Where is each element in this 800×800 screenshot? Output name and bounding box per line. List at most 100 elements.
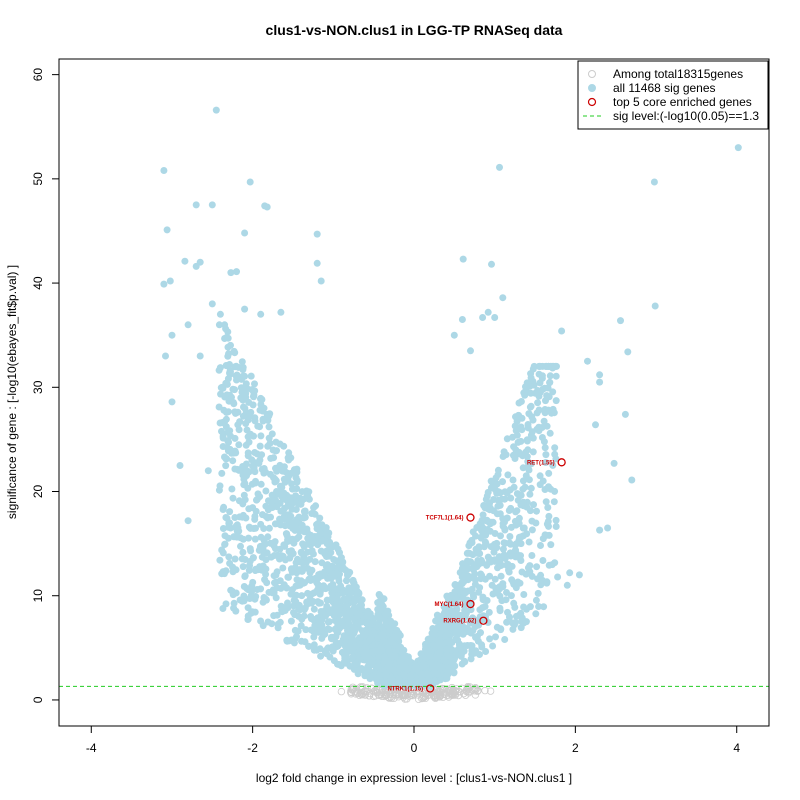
sig-point: [523, 437, 531, 445]
sig-point: [551, 444, 559, 452]
nonsig-point: [446, 686, 454, 695]
sig-point: [374, 664, 382, 671]
sig-point: [535, 603, 543, 610]
sig-point: [507, 494, 515, 502]
sig-point: [320, 548, 328, 556]
x-tick-label: -2: [247, 741, 258, 755]
sig-point: [487, 557, 495, 565]
sig-point: [488, 581, 496, 589]
sig-point: [284, 573, 292, 581]
sig-point: [520, 591, 528, 598]
sig-point: [300, 612, 308, 620]
sig-point: [361, 672, 369, 680]
sig-point: [506, 533, 514, 540]
sig-point: [462, 589, 470, 597]
nonsig-point: [419, 694, 427, 702]
sig-point: [332, 557, 340, 565]
sig-point: [542, 498, 550, 506]
sig-point: [238, 555, 246, 563]
sig-point: [534, 575, 541, 583]
sig-point: [459, 255, 467, 263]
sig-point: [499, 478, 506, 486]
sig-point: [228, 485, 236, 493]
sig-point: [232, 409, 239, 417]
nonsig-point: [353, 689, 362, 698]
sig-point: [342, 602, 350, 610]
sig-point: [234, 363, 242, 371]
sig-point: [457, 645, 465, 653]
sig-point: [526, 507, 534, 515]
sig-point: [542, 451, 550, 459]
sig-point: [230, 348, 238, 356]
sig-point: [353, 596, 361, 604]
sig-point: [527, 389, 535, 397]
core-gene-point: [466, 513, 475, 522]
sig-point: [527, 431, 535, 439]
sig-point: [546, 379, 554, 387]
sig-point: [233, 533, 241, 541]
y-tick-label: 40: [31, 276, 45, 290]
sig-point: [494, 502, 502, 510]
sig-point: [350, 583, 358, 591]
sig-point: [184, 517, 192, 525]
sig-point: [221, 393, 229, 401]
sig-point: [231, 386, 238, 394]
sig-point: [233, 268, 240, 276]
sig-point: [327, 575, 335, 582]
sig-point: [320, 582, 328, 590]
sig-point: [353, 590, 361, 598]
sig-point: [338, 589, 346, 597]
sig-point: [528, 413, 536, 421]
sig-point: [469, 574, 477, 582]
sig-point: [545, 469, 553, 477]
sig-point: [376, 615, 384, 623]
sig-point: [270, 552, 278, 559]
sig-point: [419, 662, 427, 670]
sig-point: [287, 469, 295, 477]
sig-point: [346, 662, 354, 670]
sig-point: [468, 585, 476, 593]
sig-point: [546, 429, 554, 437]
sig-point: [252, 507, 260, 515]
sig-point: [268, 491, 276, 499]
nonsig-point: [408, 691, 417, 700]
sig-point: [553, 362, 560, 370]
sig-point: [251, 515, 259, 523]
sig-point: [244, 452, 252, 460]
sig-point: [496, 163, 503, 171]
nonsig-point: [386, 690, 394, 698]
sig-point: [541, 409, 549, 417]
sig-point: [257, 480, 265, 488]
core-gene-label: NTRK1(1.15): [387, 686, 423, 692]
sig-point: [333, 570, 341, 578]
core-gene-point: [466, 599, 475, 609]
sig-point: [225, 553, 233, 561]
sig-point: [454, 611, 462, 618]
sig-point: [241, 305, 249, 313]
sig-point: [411, 665, 419, 673]
sig-point: [504, 608, 511, 616]
sig-point: [501, 539, 509, 547]
sig-point: [650, 178, 658, 186]
sig-point: [252, 593, 260, 600]
sig-point: [235, 441, 243, 449]
sig-point: [493, 544, 501, 552]
sig-point: [426, 635, 433, 643]
sig-point: [483, 597, 491, 604]
sig-point: [168, 398, 176, 406]
sig-point: [431, 630, 439, 638]
sig-point: [324, 561, 331, 569]
sig-point: [477, 629, 484, 637]
sig-point: [518, 414, 526, 422]
sig-point: [363, 666, 371, 674]
sig-point: [430, 661, 438, 669]
sig-point: [229, 494, 237, 502]
sig-point: [467, 347, 474, 355]
sig-point: [358, 596, 366, 604]
sig-point: [273, 503, 281, 511]
sig-point: [315, 574, 323, 582]
sig-point: [325, 566, 333, 574]
sig-point: [229, 449, 237, 457]
sig-point: [247, 372, 255, 380]
